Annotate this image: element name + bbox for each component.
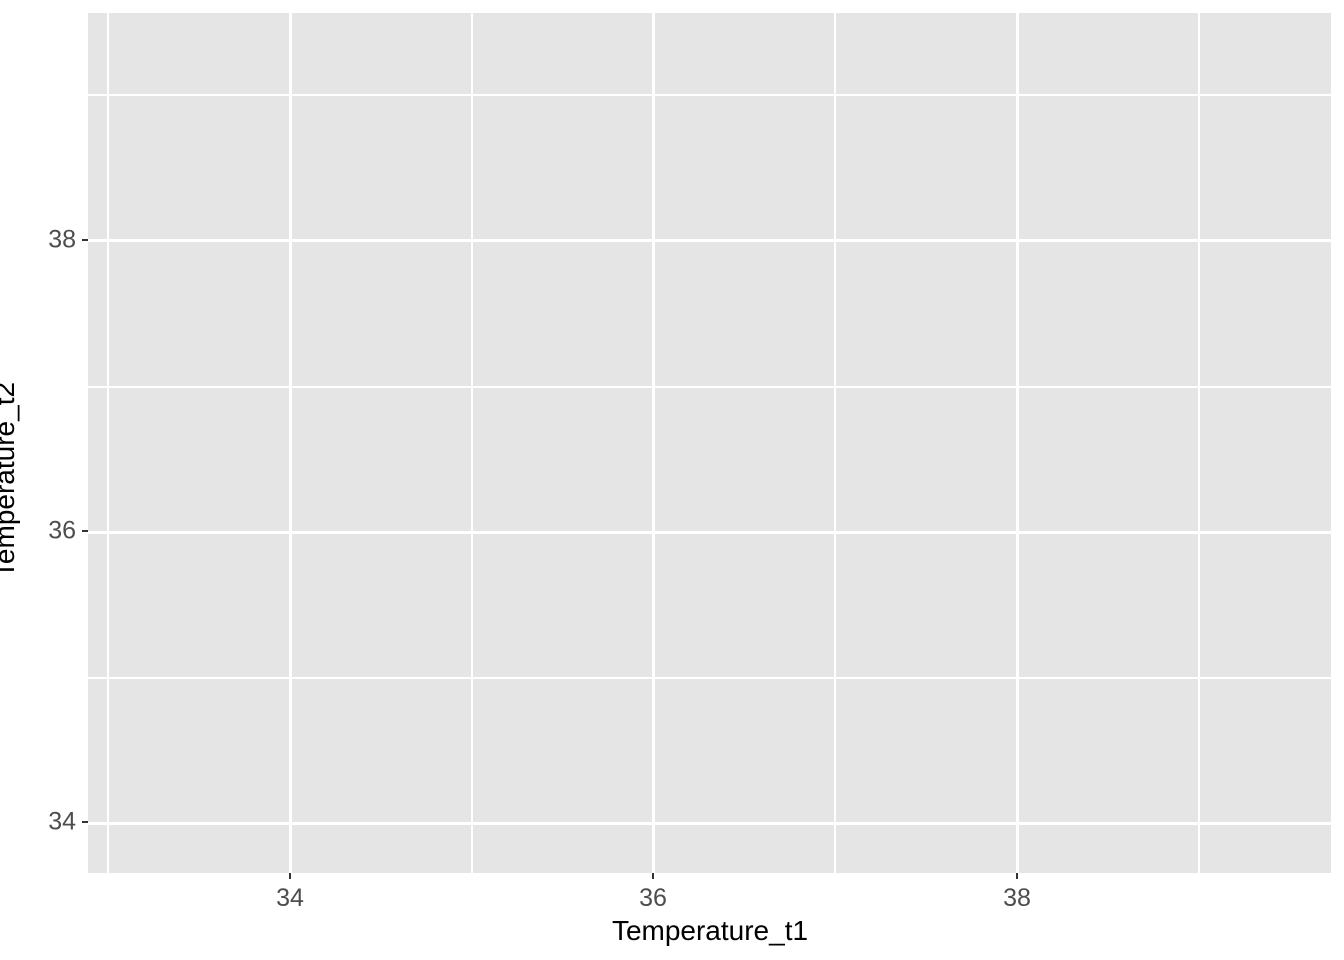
plot-panel bbox=[88, 13, 1331, 873]
x-tick-mark bbox=[1016, 873, 1018, 879]
y-tick-mark bbox=[82, 821, 88, 823]
x-tick-mark bbox=[652, 873, 654, 879]
gridline-major-horizontal bbox=[88, 822, 1331, 825]
x-tick-label: 34 bbox=[276, 884, 304, 912]
y-tick-mark bbox=[82, 530, 88, 532]
gridline-minor-horizontal bbox=[88, 94, 1331, 96]
x-axis-title: Temperature_t1 bbox=[0, 917, 1344, 945]
gridline-major-vertical bbox=[289, 13, 292, 873]
gridline-minor-vertical bbox=[1198, 13, 1200, 873]
x-tick-label: 36 bbox=[639, 884, 667, 912]
gridline-minor-vertical bbox=[107, 13, 109, 873]
x-axis-title-text: Temperature_t1 bbox=[611, 915, 809, 946]
gridline-minor-horizontal bbox=[88, 677, 1331, 679]
y-tick-label: 38 bbox=[48, 225, 76, 254]
y-tick-label: 34 bbox=[48, 807, 76, 836]
gridline-major-horizontal bbox=[88, 239, 1331, 242]
y-axis-title: Temperature_t2 bbox=[0, 0, 44, 960]
y-axis-title-text: Temperature_t2 bbox=[0, 381, 20, 579]
gridline-minor-vertical bbox=[471, 13, 473, 873]
x-tick-mark bbox=[289, 873, 291, 879]
gridline-major-horizontal bbox=[88, 531, 1331, 534]
y-tick-mark bbox=[82, 239, 88, 241]
gridline-major-vertical bbox=[1016, 13, 1019, 873]
y-tick-label: 36 bbox=[48, 516, 76, 545]
x-tick-label: 38 bbox=[1003, 884, 1031, 912]
gridline-minor-horizontal bbox=[88, 386, 1331, 388]
gridline-minor-vertical bbox=[834, 13, 836, 873]
gridline-major-vertical bbox=[652, 13, 655, 873]
